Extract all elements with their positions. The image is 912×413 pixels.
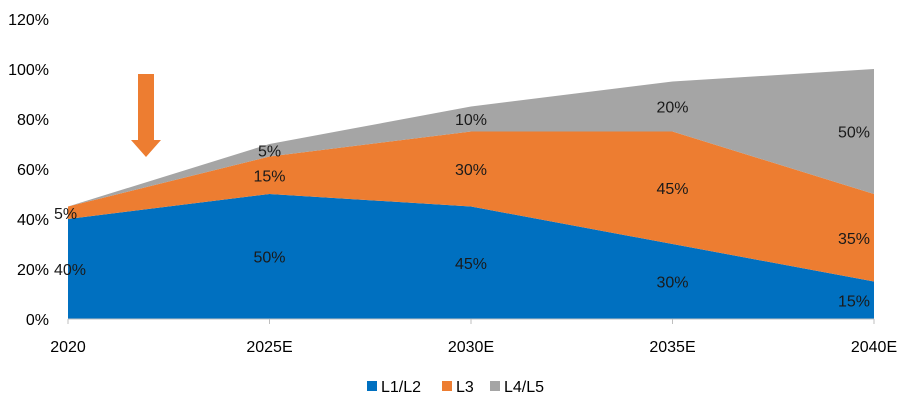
data-label-l1-l2: 40% xyxy=(54,262,86,279)
legend-swatch-l4-l5 xyxy=(490,381,500,391)
data-label-l1-l2: 50% xyxy=(253,250,285,267)
x-axis: 2020 2025E 2030E 2035E 2040E xyxy=(50,318,897,356)
area-l1-l2 xyxy=(68,194,874,319)
legend-label-l3: L3 xyxy=(456,379,474,396)
y-tick-label: 120% xyxy=(8,12,49,29)
annotation-layer xyxy=(131,74,161,157)
area-layer xyxy=(68,69,874,319)
y-tick-label: 100% xyxy=(8,62,49,79)
data-label-l1-l2: 45% xyxy=(455,256,487,273)
y-tick-label: 40% xyxy=(17,212,49,229)
y-tick-label: 20% xyxy=(17,262,49,279)
down-arrow-icon xyxy=(131,74,161,157)
x-tick-label: 2030E xyxy=(448,339,494,356)
data-label-l1-l2: 15% xyxy=(838,293,870,310)
data-label-l1-l2: 30% xyxy=(656,275,688,292)
data-label-l4-l5: 20% xyxy=(656,100,688,117)
legend-label-l4-l5: L4/L5 xyxy=(504,379,544,396)
data-labels: 40% 50% 45% 30% 15% 5% 15% 30% 45% 35% 5% 10% 20% 50% xyxy=(54,100,870,311)
data-label-l3: 15% xyxy=(253,168,285,185)
y-tick-label: 80% xyxy=(17,112,49,129)
legend: L1/L2 L3 L4/L5 xyxy=(367,379,544,396)
data-label-l4-l5: 5% xyxy=(258,143,281,160)
x-tick-label: 2020 xyxy=(50,339,86,356)
data-label-l3: 45% xyxy=(656,181,688,198)
legend-swatch-l1-l2 xyxy=(367,381,377,391)
y-tick-label: 0% xyxy=(26,312,49,329)
data-label-l4-l5: 50% xyxy=(838,125,870,142)
area-l3 xyxy=(68,131,874,282)
data-label-l3: 35% xyxy=(838,231,870,248)
data-label-l4-l5: 10% xyxy=(455,112,487,129)
legend-swatch-l3 xyxy=(442,381,452,391)
y-tick-label: 60% xyxy=(17,162,49,179)
legend-label-l1-l2: L1/L2 xyxy=(381,379,421,396)
data-label-l3: 30% xyxy=(455,162,487,179)
area-l4-l5 xyxy=(68,69,874,207)
y-axis-ticks: 0% 20% 40% 60% 80% 100% 120% xyxy=(8,12,49,329)
data-label-l3: 5% xyxy=(54,206,77,223)
x-tick-label: 2040E xyxy=(851,339,897,356)
x-tick-label: 2025E xyxy=(246,339,292,356)
x-tick-label: 2035E xyxy=(649,339,695,356)
